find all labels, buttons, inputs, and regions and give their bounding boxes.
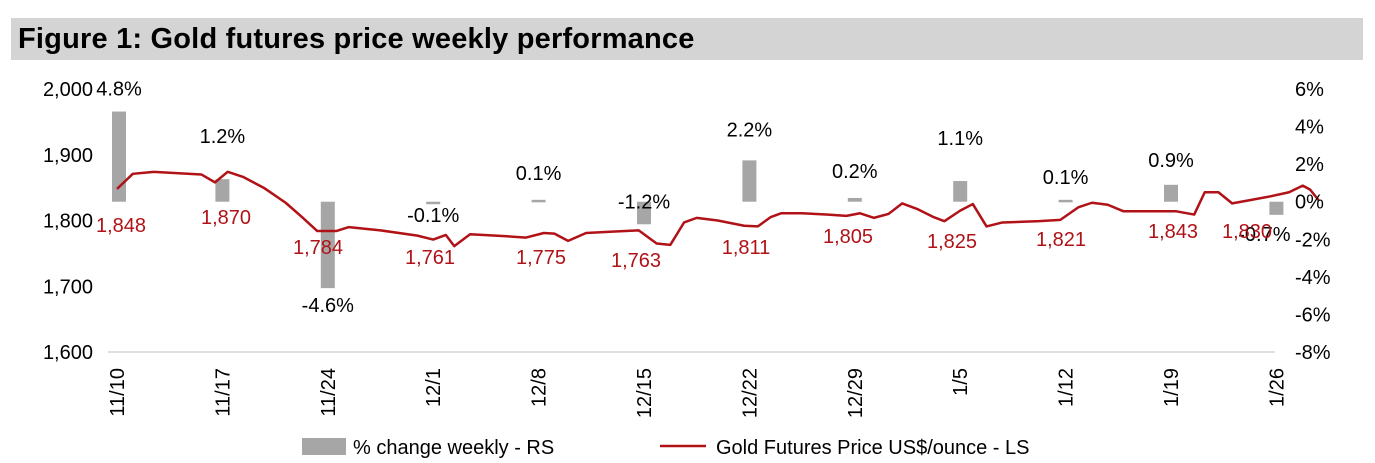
title-bar	[11, 18, 1363, 60]
price-label-1/12: 1,821	[1036, 229, 1086, 251]
x-tick-12/29: 12/29	[845, 368, 867, 418]
bar-label-1/26: -0.7%	[1238, 224, 1290, 246]
bar-12/8	[531, 199, 546, 203]
bar-1/26	[1269, 201, 1284, 215]
left-tick-4: 2,000	[43, 79, 93, 101]
x-tick-1/5: 1/5	[950, 368, 972, 396]
legend-bar-label: % change weekly - RS	[353, 437, 554, 459]
bar-label-11/17: 1.2%	[200, 126, 246, 148]
left-tick-1: 1,700	[43, 276, 93, 298]
x-tick-11/10: 11/10	[107, 368, 129, 417]
left-tick-0: 1,600	[43, 342, 93, 364]
legend-bar-swatch	[302, 438, 346, 455]
axes-layer: 1,600 1,700 1,800 1,900 2,000 -8% -6% -4% -2% 0% 2…	[43, 79, 1331, 418]
price-label-1/5: 1,825	[927, 231, 977, 253]
bar-label-11/10: 4.8%	[96, 79, 142, 101]
bar-12/22	[742, 160, 757, 202]
labels-layer: 4.8% 1.2% -4.6% -0.1% 0.1% -1.2% 2.2% 0.2% 1.1% 0…	[96, 79, 1291, 318]
right-tick-6: 4%	[1295, 117, 1324, 139]
x-tick-12/22: 12/22	[739, 368, 761, 418]
bar-1/19	[1164, 184, 1178, 202]
bar-label-12/29: 0.2%	[832, 161, 878, 183]
bar-12/15	[637, 201, 651, 225]
price-label-11/24: 1,784	[293, 237, 343, 259]
bar-1/12	[1058, 199, 1073, 203]
bar-11/17	[215, 179, 230, 202]
x-tick-12/15: 12/15	[634, 368, 656, 418]
price-label-12/22: 1,811	[722, 237, 771, 259]
left-tick-2: 1,800	[43, 211, 93, 233]
bar-1/5	[953, 181, 968, 202]
bars-layer	[112, 111, 1284, 289]
right-tick-5: 2%	[1295, 154, 1324, 176]
x-tick-11/24: 11/24	[318, 368, 340, 417]
price-label-11/10: 1,848	[96, 215, 146, 237]
x-tick-1/12: 1/12	[1056, 368, 1078, 407]
right-tick-0: -8%	[1295, 342, 1331, 364]
bar-label-12/22: 2.2%	[727, 119, 773, 141]
bar-label-1/19: 0.9%	[1148, 150, 1194, 172]
bar-12/1	[426, 201, 441, 205]
bar-12/29	[847, 197, 862, 202]
x-tick-12/8: 12/8	[529, 368, 551, 407]
price-label-11/17: 1,870	[201, 207, 251, 229]
legend-line-label: Gold Futures Price US$/ounce - LS	[716, 437, 1029, 459]
x-tick-1/19: 1/19	[1161, 368, 1183, 407]
x-tick-1/26: 1/26	[1266, 368, 1288, 407]
right-tick-1: -6%	[1295, 304, 1331, 326]
bar-label-1/12: 0.1%	[1043, 167, 1089, 189]
bar-label-11/24: -4.6%	[302, 295, 354, 317]
price-label-12/15: 1,763	[611, 250, 661, 272]
price-label-1/19: 1,843	[1148, 221, 1198, 243]
right-tick-4: 0%	[1295, 192, 1324, 214]
chart-title: Figure 1: Gold futures price weekly perf…	[18, 23, 695, 55]
gold-price-line	[116, 170, 1320, 248]
price-label-1/26: 1,830	[1222, 221, 1272, 243]
bar-label-12/1: -0.1%	[407, 205, 459, 227]
price-label-12/1: 1,761	[405, 247, 455, 269]
bar-11/24	[320, 201, 335, 289]
left-tick-3: 1,900	[43, 145, 93, 167]
bar-label-1/5: 1.1%	[937, 128, 983, 150]
bar-label-12/8: 0.1%	[516, 163, 562, 185]
bar-11/10	[112, 111, 126, 202]
line-layer	[116, 170, 1320, 248]
x-tick-12/1: 12/1	[423, 368, 445, 407]
right-tick-2: -4%	[1295, 267, 1331, 289]
legend: % change weekly - RS Gold Futures Price …	[302, 437, 1029, 459]
right-tick-3: -2%	[1295, 229, 1331, 251]
price-label-12/29: 1,805	[823, 226, 873, 248]
x-tick-11/17: 11/17	[212, 368, 234, 417]
right-tick-7: 6%	[1295, 79, 1324, 101]
bar-label-12/15: -1.2%	[618, 191, 670, 213]
price-label-12/8: 1,775	[516, 247, 566, 269]
